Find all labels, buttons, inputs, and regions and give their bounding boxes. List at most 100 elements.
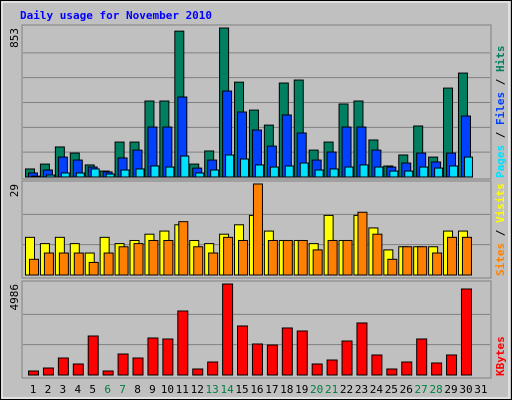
x-tick-label: 26 bbox=[400, 383, 413, 396]
bar bbox=[282, 239, 293, 276]
bar bbox=[102, 370, 114, 376]
x-tick-label: 17 bbox=[265, 383, 278, 396]
x-tick-label: 22 bbox=[340, 383, 353, 396]
bar bbox=[162, 338, 174, 376]
bar bbox=[463, 156, 473, 178]
bar bbox=[419, 166, 429, 178]
legend-separator: / bbox=[494, 223, 507, 243]
bar bbox=[135, 168, 145, 178]
bar bbox=[389, 170, 399, 178]
x-tick-label: 15 bbox=[235, 383, 248, 396]
bar bbox=[238, 239, 249, 276]
bar bbox=[75, 172, 85, 178]
bar bbox=[342, 239, 353, 276]
legend-entry: Pages bbox=[494, 145, 507, 178]
bar bbox=[120, 169, 130, 178]
x-tick-label: 28 bbox=[429, 383, 442, 396]
x-tick-label: 6 bbox=[104, 383, 111, 396]
bar bbox=[461, 236, 472, 276]
bar bbox=[341, 340, 353, 376]
legend-entry: Files bbox=[494, 92, 507, 125]
bar bbox=[449, 165, 459, 178]
legend: Pages / Files / Hits bbox=[494, 46, 507, 179]
x-tick-label: 31 bbox=[474, 383, 487, 396]
bar bbox=[359, 164, 369, 178]
bar bbox=[42, 367, 54, 376]
x-tick-label: 4 bbox=[74, 383, 81, 396]
legend: Sites / Visits bbox=[494, 183, 507, 276]
bar bbox=[165, 166, 175, 178]
bar bbox=[356, 322, 368, 376]
x-tick-label: 13 bbox=[206, 383, 219, 396]
bar bbox=[299, 162, 309, 178]
bar bbox=[432, 252, 443, 276]
bar bbox=[357, 211, 368, 276]
bar bbox=[267, 239, 278, 276]
bar bbox=[374, 166, 384, 178]
x-tick-label: 20 bbox=[310, 383, 323, 396]
x-tick-label: 30 bbox=[459, 383, 472, 396]
bar bbox=[58, 252, 69, 276]
x-tick-label: 10 bbox=[161, 383, 174, 396]
bar bbox=[178, 221, 189, 276]
bar bbox=[87, 335, 99, 376]
bar bbox=[207, 361, 219, 376]
bar bbox=[118, 246, 129, 276]
x-tick-label: 24 bbox=[370, 383, 384, 396]
bar bbox=[225, 154, 235, 178]
bar bbox=[28, 370, 39, 376]
bar bbox=[163, 239, 174, 276]
bar bbox=[387, 258, 398, 276]
bar bbox=[43, 252, 54, 276]
x-tick-label: 23 bbox=[355, 383, 368, 396]
bar bbox=[105, 173, 115, 178]
x-tick-label: 25 bbox=[385, 383, 398, 396]
bar bbox=[312, 249, 323, 276]
bar bbox=[60, 172, 70, 178]
y-max-label: 853 bbox=[8, 28, 21, 48]
bar bbox=[344, 166, 354, 178]
bar bbox=[237, 325, 249, 376]
x-tick-label: 8 bbox=[134, 383, 141, 396]
bar bbox=[416, 338, 428, 376]
y-max-label: 4986 bbox=[8, 284, 21, 311]
x-tick-label: 9 bbox=[149, 383, 156, 396]
bar bbox=[117, 353, 129, 376]
y-max-label: 29 bbox=[8, 184, 21, 197]
bar bbox=[72, 363, 84, 376]
bar bbox=[73, 252, 84, 276]
bar bbox=[434, 167, 444, 178]
bar bbox=[296, 330, 308, 376]
bar bbox=[223, 236, 234, 276]
bar bbox=[447, 236, 458, 276]
bar bbox=[180, 155, 190, 178]
bar bbox=[327, 239, 338, 276]
legend-entry: KBytes bbox=[494, 336, 507, 376]
bar bbox=[210, 169, 220, 178]
bar bbox=[266, 344, 278, 376]
bar bbox=[192, 368, 204, 376]
bar bbox=[45, 174, 55, 178]
x-tick-label: 16 bbox=[250, 383, 263, 396]
x-tick-label: 14 bbox=[220, 383, 234, 396]
bar bbox=[193, 246, 204, 276]
chart-title: Daily usage for November 2010 bbox=[20, 9, 212, 22]
bar bbox=[281, 327, 293, 376]
bar bbox=[133, 243, 144, 276]
bar bbox=[103, 252, 114, 276]
legend-entry: Sites bbox=[494, 243, 507, 276]
bar bbox=[195, 172, 205, 178]
bar bbox=[460, 288, 472, 376]
bar bbox=[401, 361, 413, 376]
bar bbox=[31, 175, 40, 178]
bar bbox=[402, 246, 413, 276]
legend-entry: Hits bbox=[494, 46, 507, 73]
legend: KBytes bbox=[494, 336, 507, 376]
x-tick-label: 5 bbox=[89, 383, 96, 396]
bar bbox=[254, 164, 264, 178]
bar bbox=[329, 168, 339, 178]
bar bbox=[148, 239, 159, 276]
x-tick-label: 7 bbox=[119, 383, 126, 396]
